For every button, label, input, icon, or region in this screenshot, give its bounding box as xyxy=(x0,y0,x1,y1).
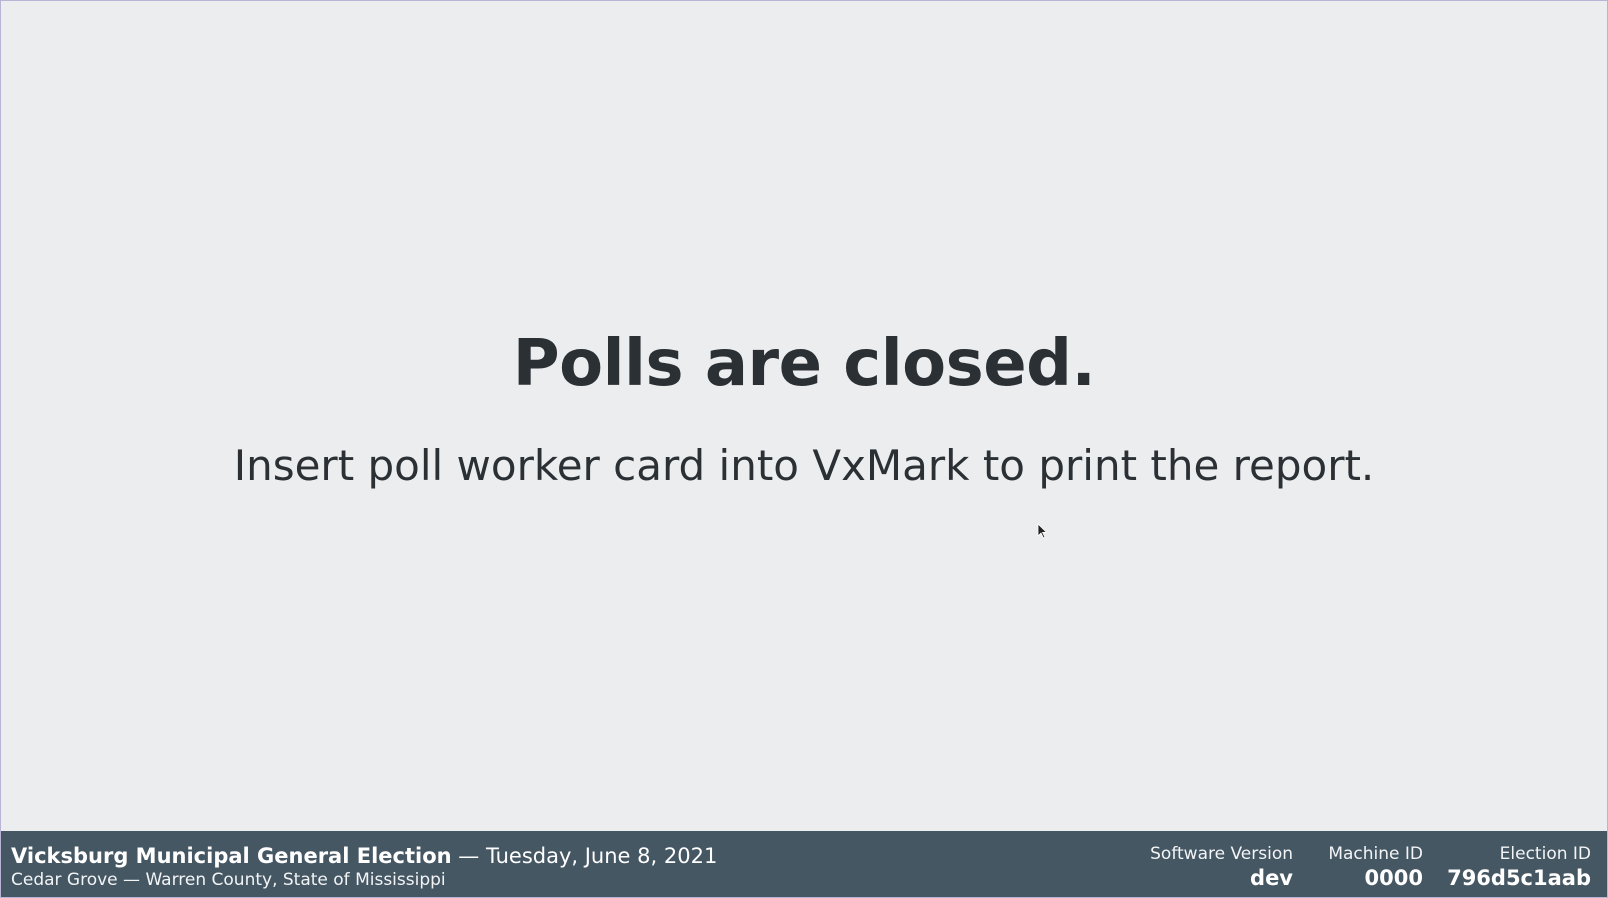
page-title: Polls are closed. xyxy=(512,327,1096,401)
status-footer: Vicksburg Municipal General Election — T… xyxy=(1,831,1607,897)
election-title-separator: — xyxy=(451,844,486,868)
election-id-label: Election ID xyxy=(1499,844,1591,864)
election-info: Vicksburg Municipal General Election — T… xyxy=(11,843,717,891)
instruction-text: Insert poll worker card into VxMark to p… xyxy=(233,441,1375,490)
election-date: Tuesday, June 8, 2021 xyxy=(485,844,718,868)
election-id-value: 796d5c1aab xyxy=(1447,866,1591,890)
election-id: Election ID 796d5c1aab xyxy=(1447,843,1591,891)
election-title: Vicksburg Municipal General Election xyxy=(11,844,452,868)
software-version-label: Software Version xyxy=(1150,844,1293,864)
software-version-value: dev xyxy=(1250,866,1293,890)
mouse-pointer-icon xyxy=(1037,523,1047,539)
machine-id-value: 0000 xyxy=(1364,866,1423,890)
machine-id: Machine ID 0000 xyxy=(1328,843,1423,891)
software-version: Software Version dev xyxy=(1150,843,1293,891)
machine-id-label: Machine ID xyxy=(1328,844,1423,864)
main-content: Polls are closed. Insert poll worker car… xyxy=(1,1,1607,831)
election-location: Cedar Grove — Warren County, State of Mi… xyxy=(11,870,446,890)
